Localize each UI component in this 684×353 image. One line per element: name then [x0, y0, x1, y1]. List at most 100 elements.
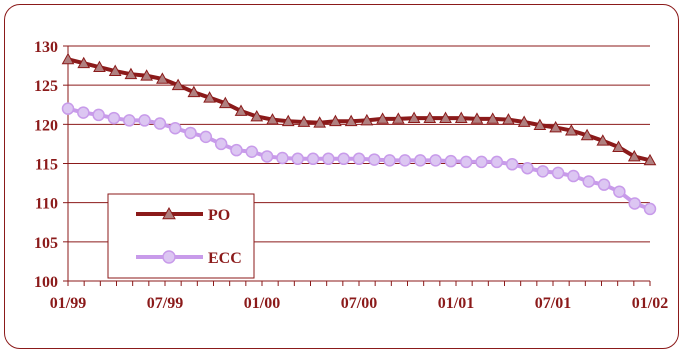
point-po-27 — [486, 112, 500, 124]
point-po-31 — [549, 120, 562, 133]
legend-label-po: PO — [208, 207, 230, 224]
point-po-7 — [171, 78, 185, 91]
point-po-0 — [61, 52, 75, 65]
point-po-23 — [423, 111, 437, 123]
point-po-14 — [281, 114, 295, 127]
point-ecc-13 — [260, 150, 274, 163]
point-ecc-9 — [199, 130, 213, 144]
point-po-1 — [77, 56, 91, 69]
point-ecc-5 — [138, 114, 151, 127]
point-ecc-10 — [214, 137, 228, 151]
y-tick-label-115: 115 — [35, 157, 58, 174]
point-ecc-14 — [276, 151, 289, 165]
y-tick-label-105: 105 — [34, 235, 58, 252]
x-tick-label-01-01: 01/01 — [438, 295, 474, 312]
point-ecc-33 — [567, 169, 580, 183]
point-ecc-30 — [521, 161, 534, 175]
legend-marker-po — [162, 206, 176, 220]
point-po-12 — [250, 109, 264, 122]
point-po-13 — [266, 113, 279, 125]
point-po-16 — [313, 116, 327, 128]
point-po-36 — [627, 149, 641, 162]
point-ecc-17 — [322, 152, 335, 166]
x-tick-label-07-01: 07/01 — [535, 295, 571, 312]
point-po-18 — [344, 114, 358, 127]
point-ecc-18 — [337, 152, 350, 166]
axes — [63, 45, 651, 286]
point-po-17 — [329, 114, 342, 127]
point-ecc-26 — [459, 155, 473, 169]
point-po-11 — [234, 104, 248, 116]
point-po-26 — [470, 112, 484, 124]
point-po-32 — [565, 124, 578, 136]
legend-box — [107, 193, 255, 279]
point-po-25 — [454, 111, 468, 123]
point-ecc-23 — [414, 154, 427, 167]
x-tick-label-01-00: 01/00 — [244, 295, 280, 312]
y-tick-label-125: 125 — [34, 78, 58, 95]
legend: PO ECC — [107, 193, 255, 279]
point-ecc-32 — [551, 166, 565, 180]
y-tick-labels: 100 105 110 115 120 125 130 — [34, 39, 58, 291]
point-ecc-1 — [77, 106, 90, 119]
point-ecc-0 — [61, 102, 75, 115]
series-ecc — [61, 102, 657, 216]
point-po-29 — [517, 115, 531, 127]
point-ecc-4 — [123, 114, 136, 127]
point-ecc-6 — [153, 117, 167, 130]
point-po-30 — [533, 118, 547, 131]
point-po-20 — [376, 112, 389, 124]
point-po-2 — [93, 60, 106, 73]
point-po-37 — [643, 153, 657, 166]
point-ecc-7 — [168, 122, 182, 135]
point-ecc-8 — [184, 126, 197, 140]
point-ecc-28 — [490, 155, 504, 169]
series-line-po — [67, 57, 651, 163]
x-tick-label-01-99: 01/99 — [50, 295, 86, 312]
point-ecc-34 — [582, 175, 595, 188]
point-po-21 — [391, 112, 405, 124]
point-ecc-12 — [245, 145, 259, 158]
point-ecc-22 — [398, 154, 412, 167]
point-ecc-37 — [628, 197, 641, 210]
point-po-22 — [407, 111, 421, 123]
point-po-4 — [124, 67, 138, 80]
point-ecc-27 — [475, 155, 488, 169]
point-po-10 — [218, 96, 232, 109]
point-ecc-31 — [536, 165, 550, 178]
point-ecc-36 — [613, 185, 626, 198]
x-tick-labels: 01/99 07/99 01/00 07/00 01/01 07/01 01/02 — [50, 295, 668, 312]
y-tick-label-130: 130 — [34, 39, 58, 56]
point-po-34 — [596, 134, 610, 146]
point-ecc-29 — [505, 158, 519, 171]
y-tick-label-100: 100 — [34, 274, 58, 291]
point-ecc-24 — [429, 154, 442, 167]
point-ecc-35 — [597, 178, 611, 191]
point-ecc-38 — [643, 202, 657, 216]
point-ecc-3 — [107, 111, 121, 125]
x-tick-label-07-99: 07/99 — [147, 295, 183, 312]
legend-label-ecc: ECC — [208, 250, 242, 267]
y-tick-label-110: 110 — [35, 196, 58, 213]
point-ecc-19 — [352, 152, 366, 166]
legend-marker-ecc — [162, 250, 176, 264]
point-po-19 — [360, 113, 374, 126]
point-po-33 — [580, 128, 594, 141]
point-po-9 — [203, 91, 216, 103]
point-po-24 — [439, 111, 452, 123]
point-ecc-20 — [368, 153, 381, 166]
point-ecc-16 — [306, 152, 320, 166]
series-group — [61, 52, 657, 216]
point-po-28 — [502, 113, 515, 125]
x-tick-label-07-00: 07/00 — [341, 295, 377, 312]
point-ecc-15 — [291, 152, 304, 166]
point-ecc-11 — [230, 143, 243, 157]
y-tick-label-120: 120 — [34, 117, 58, 134]
point-ecc-2 — [92, 108, 105, 122]
series-po — [61, 52, 657, 166]
point-ecc-25 — [444, 154, 458, 168]
point-po-35 — [612, 140, 625, 152]
x-tick-label-01-02: 01/02 — [632, 295, 668, 312]
point-po-8 — [187, 85, 201, 98]
